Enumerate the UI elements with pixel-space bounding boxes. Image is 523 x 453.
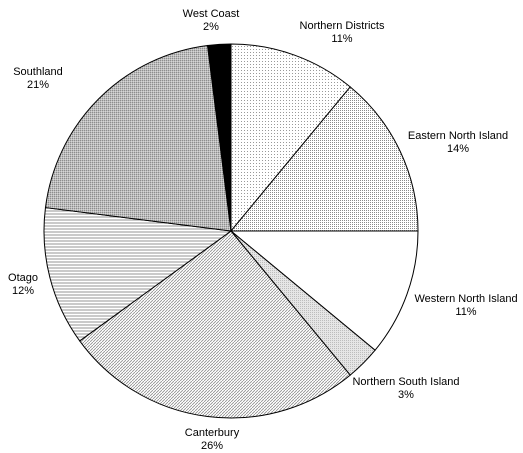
slice-name: Northern South Island (352, 376, 459, 388)
slice-label-west-coast: West Coast 2% (183, 8, 240, 33)
slice-percent: 14% (447, 143, 469, 155)
slice-percent: 11% (455, 306, 476, 318)
slice-name: West Coast (183, 8, 240, 20)
slice-label-northern-south-island: Northern South Island 3% (352, 376, 459, 401)
slice-percent: 26% (201, 440, 223, 452)
pie-slice-southland (44, 44, 232, 232)
slice-name: Southland (13, 66, 63, 78)
slice-name: Otago (8, 272, 38, 284)
slice-name: Northern Districts (300, 20, 385, 32)
slice-percent: 21% (27, 79, 49, 91)
slice-name: Eastern North Island (408, 130, 508, 142)
slice-percent: 3% (398, 389, 414, 401)
pie-slice-canterbury (79, 230, 351, 419)
slice-label-otago: Otago 12% (8, 272, 38, 297)
slice-label-canterbury: Canterbury 26% (185, 427, 240, 452)
slice-label-northern-districts: Northern Districts 11% (300, 20, 385, 45)
slice-name: Canterbury (185, 427, 240, 439)
pie-slice-northern-districts (230, 43, 351, 233)
slice-label-eastern-north-island: Eastern North Island 14% (408, 130, 508, 155)
slice-label-southland: Southland 21% (13, 66, 63, 91)
slice-percent: 11% (331, 33, 352, 45)
pie-slice-west-coast (207, 43, 232, 232)
slice-label-western-north-island: Western North Island 11% (414, 293, 517, 318)
pie-slice-western-north-island (229, 230, 419, 351)
slice-percent: 12% (12, 285, 34, 297)
slice-name: Western North Island (414, 293, 517, 305)
slice-percent: 2% (203, 21, 219, 33)
pie-slice-otago (43, 207, 233, 342)
pie-slice-eastern-north-island (229, 86, 419, 232)
